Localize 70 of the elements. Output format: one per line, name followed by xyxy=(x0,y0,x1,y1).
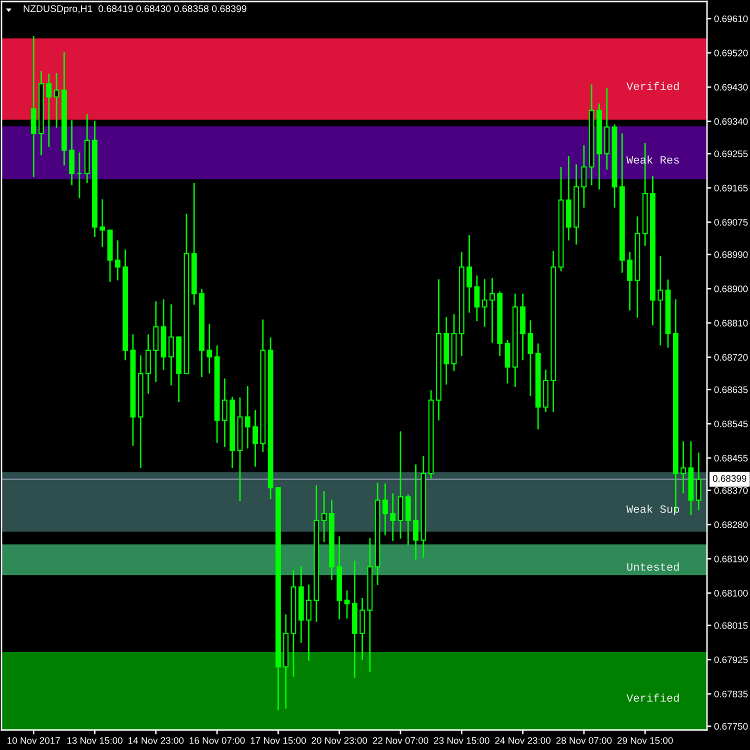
candlestick xyxy=(54,72,60,128)
ref-line-label: 0.68399 xyxy=(712,475,746,482)
y-tick-label: 0.69610 xyxy=(714,15,748,22)
candlestick xyxy=(680,440,686,494)
candlestick xyxy=(405,494,411,546)
candlestick xyxy=(168,304,174,386)
candlestick xyxy=(114,240,120,282)
candlestick xyxy=(206,323,212,374)
x-tick-label: 22 Nov 07:00 xyxy=(372,737,428,744)
candlestick xyxy=(581,144,587,208)
y-tick-label: 0.68370 xyxy=(714,487,748,494)
y-tick-label: 0.69165 xyxy=(714,184,748,192)
x-tick-label: 17 Nov 15:00 xyxy=(250,737,306,744)
x-tick-label: 10 Nov 2017 xyxy=(8,737,60,744)
candlestick xyxy=(482,278,488,328)
candlestick xyxy=(222,378,228,448)
candlestick xyxy=(344,590,350,620)
x-tick-label: 29 Nov 15:00 xyxy=(617,737,673,744)
candlestick xyxy=(466,234,472,314)
y-tick-label: 0.68100 xyxy=(714,590,748,597)
y-tick-label: 0.67750 xyxy=(714,723,748,730)
band-label: Verified xyxy=(626,694,679,702)
candlestick xyxy=(390,492,396,542)
candlestick xyxy=(360,597,365,661)
candlestick xyxy=(528,320,534,397)
candlestick xyxy=(413,464,418,560)
y-tick-label: 0.68455 xyxy=(714,454,748,462)
candlestick xyxy=(398,430,404,540)
x-tick-label: 24 Nov 23:00 xyxy=(495,737,551,744)
y-tick-label: 0.67925 xyxy=(714,656,748,664)
candlestick xyxy=(658,255,664,346)
y-tick-label: 0.69520 xyxy=(714,50,748,56)
candlestick xyxy=(69,119,75,186)
y-tick-label: 0.68015 xyxy=(714,622,748,629)
candlestick xyxy=(627,251,632,312)
candlestick xyxy=(100,198,106,248)
candlestick xyxy=(153,300,159,383)
x-tick-label: 16 Nov 07:00 xyxy=(190,737,245,744)
x-tick-label: 23 Nov 15:00 xyxy=(434,737,490,744)
y-tick-label: 0.68990 xyxy=(714,251,748,258)
y-tick-label: 0.69255 xyxy=(714,150,748,158)
candlestick xyxy=(321,490,327,543)
chart-title: NZDUSDpro,H1 0.68419 0.68430 0.68358 0.68399 xyxy=(24,5,246,14)
band-label: Untested xyxy=(627,562,679,571)
y-tick-label: 0.68635 xyxy=(714,386,748,394)
y-tick-label: 0.68810 xyxy=(714,320,748,326)
y-tick-label: 0.69430 xyxy=(714,84,748,91)
y-tick-label: 0.68280 xyxy=(714,521,748,528)
y-tick-label: 0.69075 xyxy=(714,218,748,226)
x-tick-label: 20 Nov 23:00 xyxy=(312,737,368,744)
candlestick xyxy=(696,452,702,511)
candlestick xyxy=(504,339,510,384)
candlestick xyxy=(244,385,250,450)
x-tick-label: 13 Nov 15:00 xyxy=(67,737,122,744)
y-tick-label: 0.68720 xyxy=(714,354,748,361)
x-tick-label: 14 Nov 23:00 xyxy=(128,737,184,744)
candlestick xyxy=(146,334,151,394)
y-tick-label: 0.67835 xyxy=(714,690,748,698)
band-label: Verified xyxy=(626,82,679,90)
candlestick xyxy=(252,409,258,468)
y-tick-label: 0.68900 xyxy=(714,286,748,292)
candlestick xyxy=(382,482,388,536)
y-tick-label: 0.69340 xyxy=(714,118,748,125)
y-tick-label: 0.68545 xyxy=(714,420,748,428)
y-tick-label: 0.68190 xyxy=(714,556,748,562)
candlestick xyxy=(46,73,52,148)
candlestick xyxy=(306,584,312,662)
candlestick xyxy=(490,277,495,344)
x-tick-label: 28 Nov 07:00 xyxy=(556,737,612,744)
candlestick xyxy=(474,274,480,322)
